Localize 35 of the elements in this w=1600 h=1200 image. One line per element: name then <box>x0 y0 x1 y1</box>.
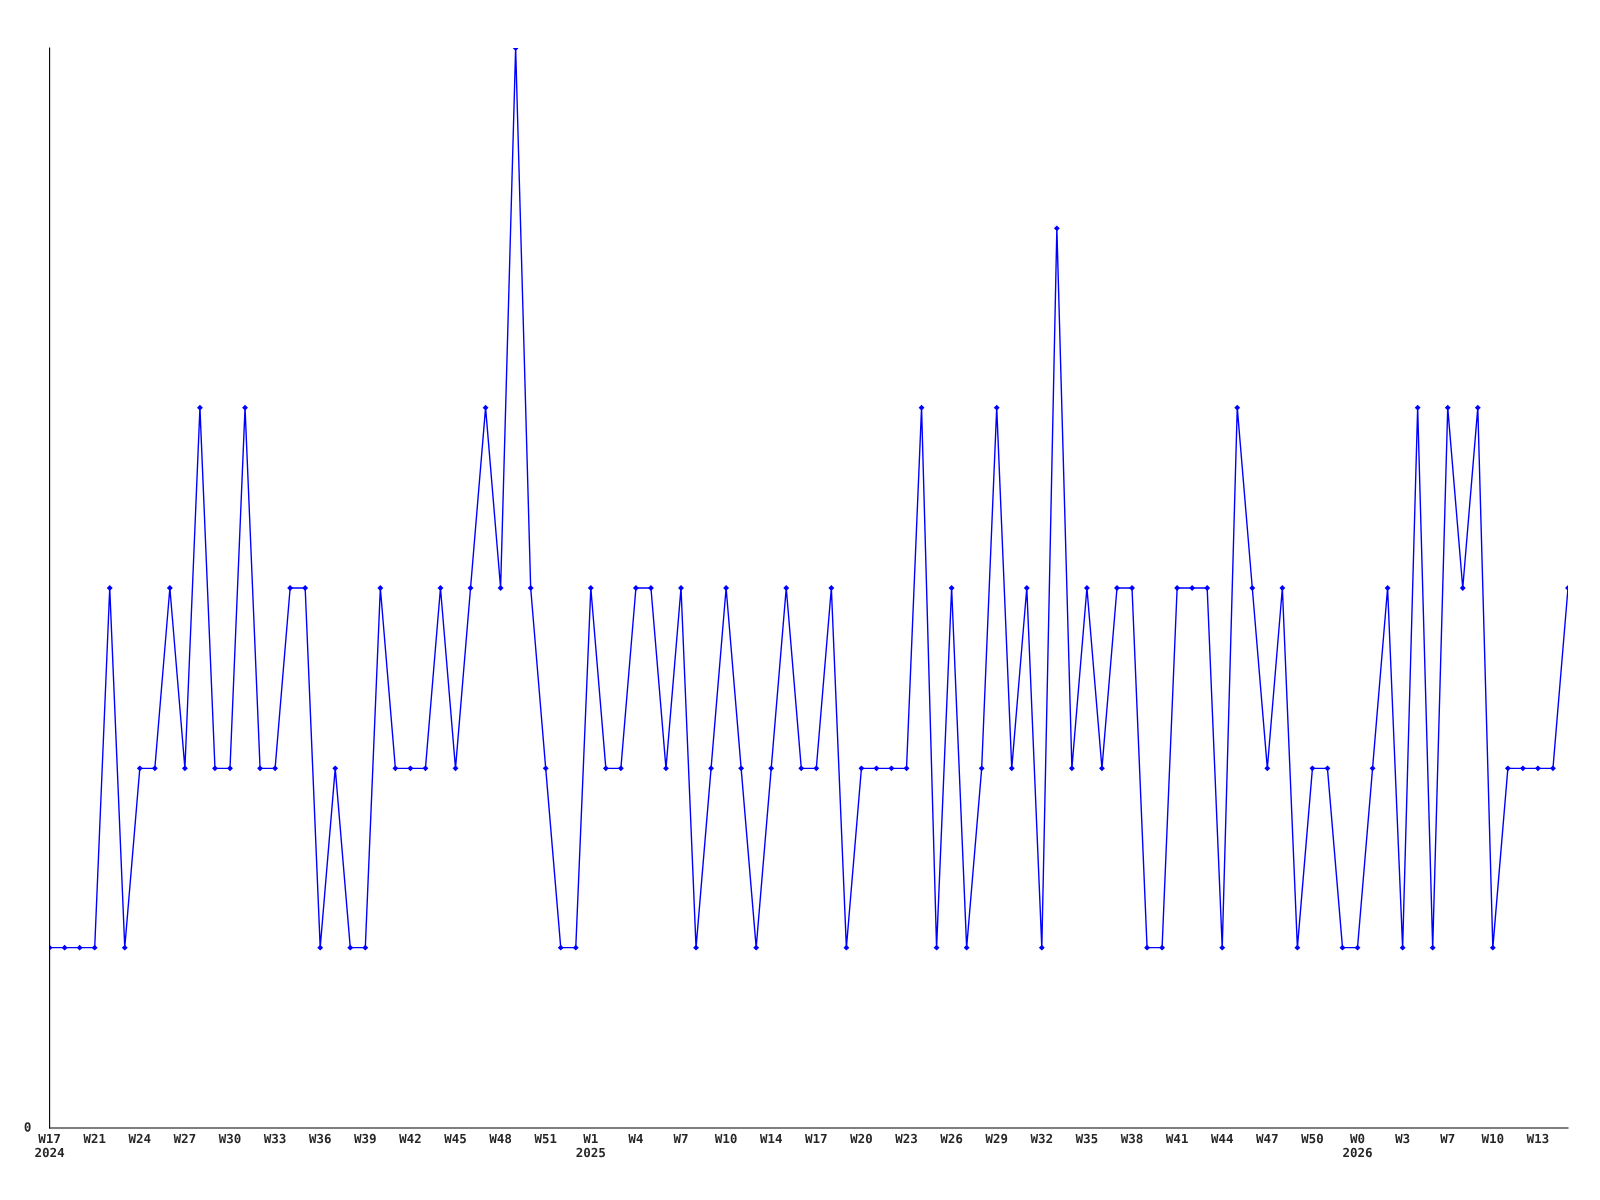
x-tick-label: W26 <box>940 1133 963 1144</box>
x-tick-label: W10 <box>1481 1133 1504 1144</box>
x-tick-label: W51 <box>534 1133 557 1144</box>
x-tick-label: W32 <box>1030 1133 1053 1144</box>
x-tick-label: W27 <box>173 1133 196 1144</box>
x-tick-label: W14 <box>759 1133 782 1144</box>
x-tick-label: W7 <box>673 1133 688 1144</box>
x-tick-label: W17 <box>805 1133 827 1144</box>
x-tick-label: W39 <box>354 1133 376 1144</box>
x-tick-label: W47 <box>1256 1133 1278 1144</box>
x-tick-label: W21 <box>83 1133 106 1144</box>
text: 0 <box>24 1122 31 1132</box>
x-tick-label: W30 <box>218 1133 241 1144</box>
x-tick-label: W50 <box>1301 1133 1323 1144</box>
x-tick-label: W13 <box>1526 1133 1549 1144</box>
x-tick-label: W10 <box>714 1133 737 1144</box>
x-tick-label: W17 2024 <box>35 1133 65 1158</box>
x-tick-label: W36 <box>308 1133 331 1144</box>
x-tick-label: W33 <box>263 1133 286 1144</box>
x-tick-label: W44 <box>1210 1133 1233 1144</box>
x-tick-label: W41 <box>1165 1133 1188 1144</box>
x-tick-label: W29 <box>985 1133 1008 1144</box>
x-tick-label: W38 <box>1120 1133 1143 1144</box>
x-tick-label: W42 <box>399 1133 421 1144</box>
x-tick-label: W1 2025 <box>576 1133 606 1158</box>
x-tick-label: W4 <box>628 1133 643 1144</box>
x-tick-label: W48 <box>489 1133 512 1144</box>
x-tick-label: W23 <box>895 1133 917 1144</box>
x-tick-label: W35 <box>1075 1133 1098 1144</box>
x-tick-label: W24 <box>128 1133 151 1144</box>
x-tick-label: W0 2026 <box>1343 1133 1372 1158</box>
x-tick-label: W7 <box>1440 1133 1455 1144</box>
x-tick-label: W3 <box>1395 1133 1410 1144</box>
x-tick-label: W45 <box>444 1133 466 1144</box>
x-tick-label: W20 <box>850 1133 872 1144</box>
